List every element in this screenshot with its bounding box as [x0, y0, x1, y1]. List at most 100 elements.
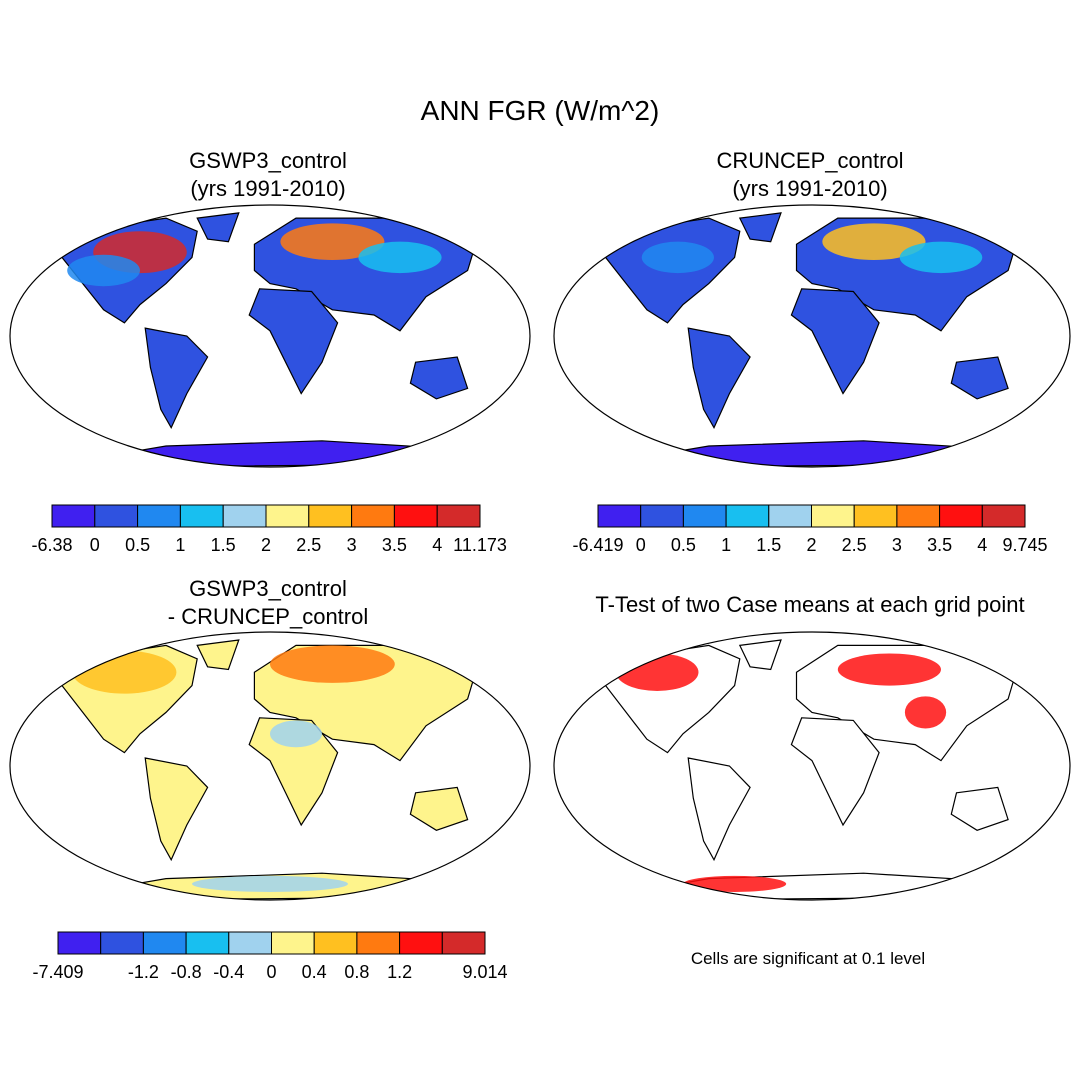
- colorbar-box: [222, 504, 267, 528]
- colorbar-box: [853, 504, 898, 528]
- colorbar-box: [51, 504, 96, 528]
- colorbar-label: 3: [347, 535, 357, 555]
- colorbar-box: [179, 504, 224, 528]
- colorbar-label: 3: [892, 535, 902, 555]
- shading-patch: [270, 720, 322, 748]
- land: [144, 757, 209, 862]
- colorbar-label: 1.2: [387, 962, 412, 982]
- colorbar-label: 2.5: [842, 535, 867, 555]
- panel-title: (yrs 1991-2010): [732, 176, 887, 201]
- colorbar-label: -7.409: [32, 962, 83, 982]
- colorbar-box: [356, 931, 401, 955]
- colorbar-label: 0.5: [125, 535, 150, 555]
- figure-title: ANN FGR (W/m^2): [421, 95, 660, 126]
- colorbar-box: [94, 504, 139, 528]
- colorbar-label: 9.745: [1002, 535, 1047, 555]
- colorbar-box: [939, 504, 983, 528]
- panel-note: Cells are significant at 0.1 level: [691, 949, 925, 968]
- colorbar-box: [351, 504, 395, 528]
- colorbar-label: 11.173: [453, 535, 507, 555]
- shading-patch: [641, 241, 714, 274]
- colorbar-box: [271, 931, 315, 955]
- colorbar-label: 2: [261, 535, 271, 555]
- colorbar-label: 2.5: [296, 535, 321, 555]
- colorbar-label: 3.5: [382, 535, 407, 555]
- land: [196, 639, 240, 671]
- colorbar-label: 0: [90, 535, 100, 555]
- colorbar-box: [308, 504, 353, 528]
- colorbar-box: [228, 931, 273, 955]
- shading-patch: [837, 653, 942, 686]
- colorbar-box: [725, 504, 770, 528]
- shading-patch: [822, 223, 926, 261]
- colorbar-box: [142, 931, 187, 955]
- shading-patch: [899, 241, 983, 274]
- colorbar-label: -6.419: [572, 535, 623, 555]
- land: [144, 327, 209, 430]
- colorbar-box: [640, 504, 684, 528]
- colorbar-label: 0: [636, 535, 646, 555]
- panel-title: GSWP3_control: [189, 148, 347, 173]
- colorbar-box: [981, 504, 1026, 528]
- panel-title: CRUNCEP_control: [716, 148, 903, 173]
- panel-title: T-Test of two Case means at each grid po…: [595, 592, 1024, 617]
- panel-title: GSWP3_control: [189, 576, 347, 601]
- colorbar-label: 2: [806, 535, 816, 555]
- land: [687, 757, 751, 862]
- colorbar-box: [57, 931, 102, 955]
- map-panel: T-Test of two Case means at each grid po…: [553, 592, 1071, 968]
- land: [950, 786, 1009, 831]
- colorbar-label: 3.5: [927, 535, 952, 555]
- colorbar-label: 4: [432, 535, 442, 555]
- colorbar-label: -0.8: [171, 962, 202, 982]
- colorbar-box: [896, 504, 941, 528]
- colorbar-label: 0.8: [344, 962, 369, 982]
- land: [409, 356, 469, 400]
- shading-patch: [192, 875, 348, 892]
- colorbar-label: 0.4: [302, 962, 327, 982]
- land: [738, 639, 782, 671]
- land: [738, 212, 782, 243]
- panel-title: - CRUNCEP_control: [168, 604, 369, 629]
- land: [790, 288, 880, 395]
- panel-title: (yrs 1991-2010): [190, 176, 345, 201]
- land: [248, 288, 339, 395]
- land: [196, 212, 240, 243]
- colorbar-label: 4: [977, 535, 987, 555]
- colorbar-label: 1.5: [211, 535, 236, 555]
- colorbar-box: [137, 504, 181, 528]
- shading-patch: [270, 645, 395, 683]
- land: [790, 717, 880, 827]
- colorbar-label: 0: [266, 962, 276, 982]
- colorbar-box: [100, 931, 144, 955]
- shading-patch: [904, 696, 947, 729]
- colorbar-box: [768, 504, 812, 528]
- colorbar-label: -0.4: [213, 962, 244, 982]
- land: [950, 356, 1009, 400]
- colorbar-box: [436, 504, 481, 528]
- colorbar-box: [682, 504, 727, 528]
- land: [687, 327, 751, 430]
- land: [409, 786, 469, 831]
- colorbar-box: [185, 931, 230, 955]
- colorbar-label: 1.5: [756, 535, 781, 555]
- colorbar-label: -6.38: [31, 535, 72, 555]
- colorbar-label: -1.2: [128, 962, 159, 982]
- map-border: [553, 631, 1071, 901]
- map-border: [9, 204, 531, 468]
- shading-patch: [683, 875, 787, 892]
- map-border: [9, 631, 531, 901]
- colorbar-label: 9.014: [462, 962, 507, 982]
- shading-patch: [280, 223, 385, 261]
- colorbar-label: 0.5: [671, 535, 696, 555]
- colorbar-box: [811, 504, 855, 528]
- colorbar-box: [313, 931, 358, 955]
- colorbar-box: [597, 504, 642, 528]
- map-border: [553, 204, 1071, 468]
- colorbar-box: [265, 504, 310, 528]
- colorbar-box: [393, 504, 438, 528]
- colorbar-box: [399, 931, 443, 955]
- shading-patch: [67, 254, 140, 287]
